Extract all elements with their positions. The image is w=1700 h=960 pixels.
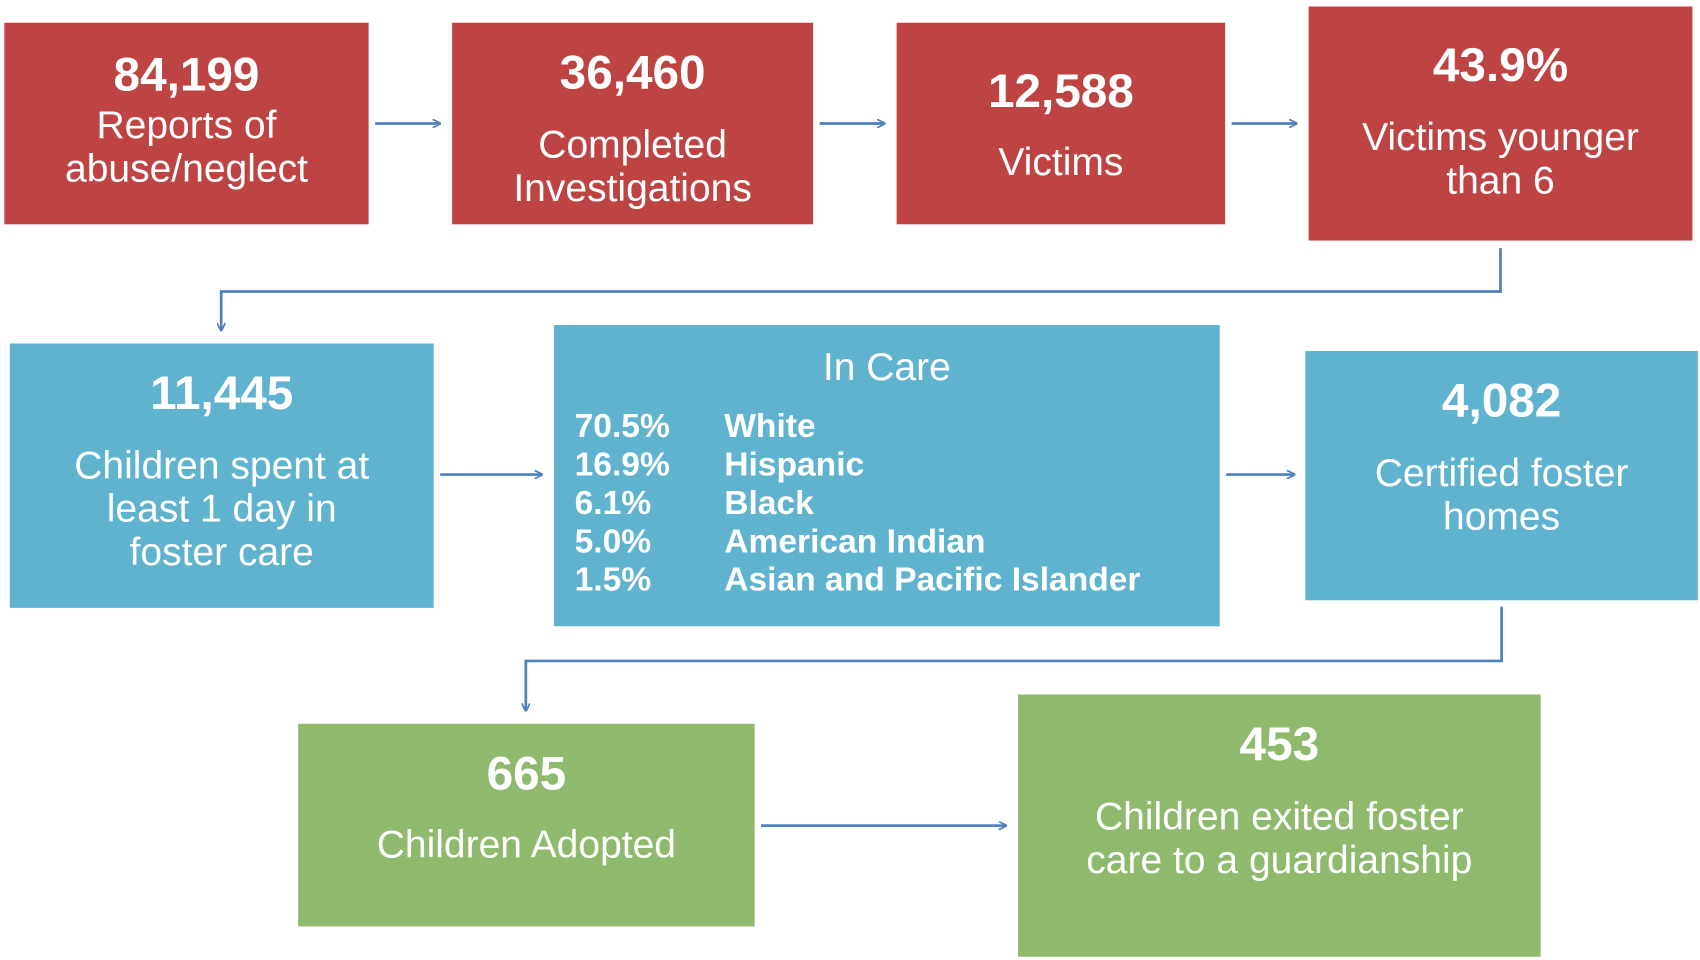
in-care-group: American Indian: [724, 523, 985, 560]
in-care-title: In Care: [823, 346, 951, 389]
box-label: Victims: [998, 141, 1123, 184]
box-label: Investigations: [513, 167, 752, 210]
in-care-percent: 16.9%: [575, 446, 670, 483]
box: [896, 22, 1226, 225]
box-label: than 6: [1446, 159, 1554, 202]
box: [1305, 351, 1698, 601]
in-care-percent: 6.1%: [575, 485, 652, 522]
box-label: Victims younger: [1362, 116, 1639, 159]
in-care-percent: 5.0%: [575, 523, 652, 560]
in-care-group: Asian and Pacific Islander: [724, 562, 1140, 599]
box-value: 11,445: [150, 367, 293, 420]
box: [452, 22, 814, 225]
box: [1308, 6, 1693, 241]
box: [9, 343, 434, 608]
in-care-percent: 1.5%: [575, 562, 652, 599]
in-care-percent: 70.5%: [575, 408, 670, 445]
box-label: care to a guardianship: [1086, 839, 1472, 882]
box-label: Certified foster: [1375, 452, 1629, 495]
arrow: [526, 606, 1503, 711]
box-label: Children Adopted: [377, 824, 676, 867]
in-care-group: Black: [724, 485, 814, 522]
arrow: [221, 248, 1502, 330]
box-value: 43.9%: [1433, 39, 1568, 92]
box-label: Reports of: [96, 104, 276, 147]
box-value: 453: [1240, 718, 1320, 771]
in-care-box: [554, 325, 1220, 627]
box-label: least 1 day in: [107, 488, 337, 531]
box-value: 84,199: [114, 49, 260, 102]
box-value: 36,460: [560, 46, 706, 99]
box-value: 12,588: [988, 65, 1134, 118]
box-label: foster care: [130, 531, 314, 574]
box: [298, 723, 755, 927]
box-label: Children spent at: [74, 444, 369, 487]
box-value: 4,082: [1442, 375, 1561, 428]
arrows: [221, 124, 1503, 826]
box: [1018, 694, 1541, 957]
box-label: homes: [1443, 495, 1560, 538]
box-value: 665: [487, 747, 567, 800]
box-label: Children exited foster: [1095, 795, 1464, 838]
in-care-group: Hispanic: [724, 446, 864, 483]
box-label: abuse/neglect: [65, 148, 308, 191]
box: [4, 22, 369, 225]
in-care-group: White: [724, 408, 815, 445]
box-label: Completed: [538, 124, 727, 167]
